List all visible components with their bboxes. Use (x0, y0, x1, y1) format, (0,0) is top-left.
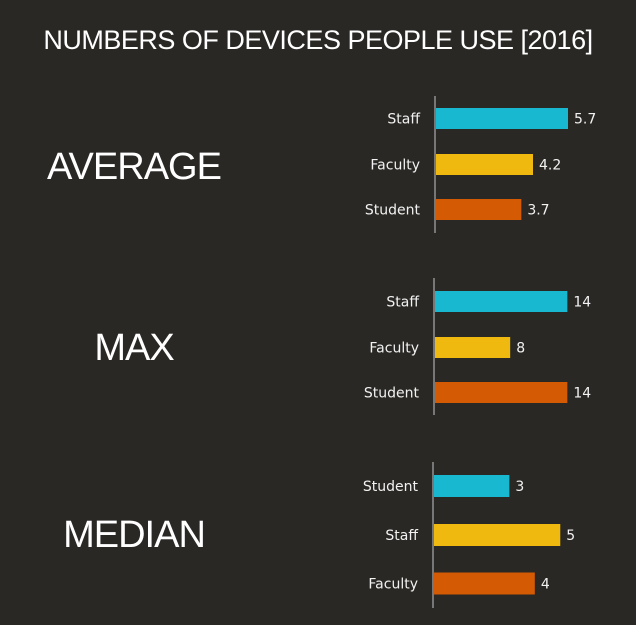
bar-staff (433, 524, 561, 546)
category-label: Student (363, 479, 419, 495)
section-label-average-text: AVERAGE (47, 146, 222, 188)
data-label: 3 (515, 479, 524, 495)
section-label-max-text: MAX (94, 327, 174, 369)
page-title: NUMBERS OF DEVICES PEOPLE USE [2016] (0, 20, 636, 60)
data-label: 4 (541, 577, 550, 593)
data-label: 3.7 (527, 203, 549, 219)
bar-staff (435, 108, 568, 129)
page-title-text: NUMBERS OF DEVICES PEOPLE USE [2016] (43, 25, 593, 55)
bar-student (435, 199, 522, 220)
category-label: Faculty (368, 577, 418, 593)
category-label: Staff (387, 112, 420, 128)
data-label: 5.7 (574, 112, 596, 128)
data-label: 8 (516, 341, 525, 357)
bar-faculty (435, 154, 533, 175)
data-label: 14 (573, 295, 591, 311)
data-label: 4.2 (539, 158, 561, 174)
category-label: Student (364, 386, 420, 402)
category-label: Faculty (370, 158, 420, 174)
bar-faculty (434, 337, 511, 358)
category-label: Staff (385, 528, 418, 544)
data-label: 14 (573, 386, 591, 402)
category-label: Faculty (369, 341, 419, 357)
section-label-median-text: MEDIAN (63, 514, 206, 556)
bar-faculty (433, 572, 535, 595)
category-label: Staff (386, 295, 419, 311)
bar-student (433, 475, 510, 497)
category-label: Student (365, 203, 421, 219)
section-label-average: AVERAGE (0, 142, 268, 192)
section-label-max: MAX (0, 323, 268, 373)
bar-staff (434, 291, 568, 312)
data-label: 5 (566, 528, 575, 544)
bar-student (434, 382, 568, 403)
section-label-median: MEDIAN (0, 510, 268, 560)
